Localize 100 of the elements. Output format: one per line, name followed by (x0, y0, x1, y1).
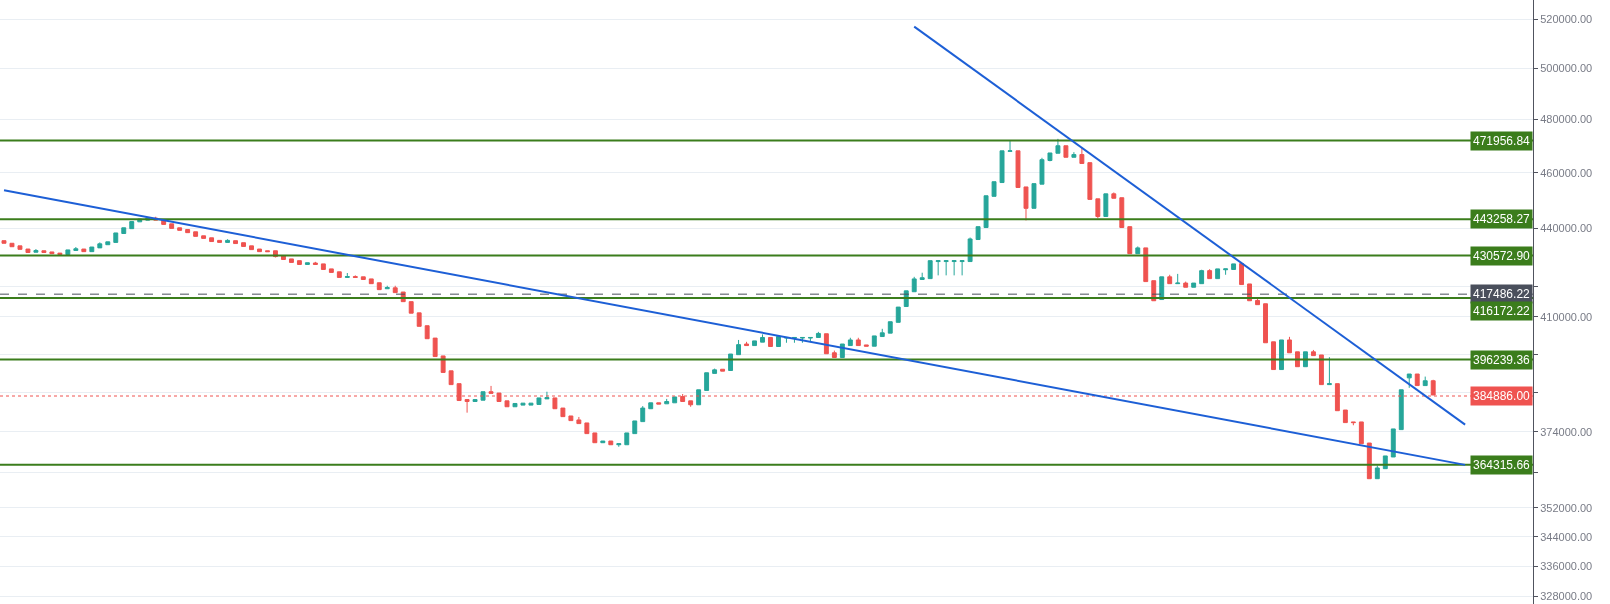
candlestick (352, 274, 358, 278)
candlestick (1255, 296, 1260, 306)
candlestick (201, 235, 207, 239)
candlestick (296, 260, 302, 265)
candlestick (1414, 373, 1420, 387)
candlestick (871, 335, 877, 347)
candlestick (25, 248, 31, 254)
candlestick (863, 344, 869, 347)
candlestick (736, 339, 742, 356)
candlestick (1127, 226, 1133, 255)
candlestick (472, 399, 478, 403)
y-tick-label: 480000.00 (1540, 113, 1593, 126)
candlestick (41, 250, 47, 254)
candlestick (1350, 421, 1356, 426)
candlestick (951, 260, 957, 276)
candlestick (855, 337, 861, 347)
candlestick (320, 263, 326, 270)
ref-line-label: 471956.84 (1473, 134, 1531, 148)
candlestick (241, 242, 246, 247)
candlestick (600, 440, 606, 444)
candlestick (776, 336, 781, 348)
candlestick (1095, 198, 1101, 219)
candlestick (1, 240, 7, 244)
ref-line-label: 416172.22 (1473, 304, 1531, 318)
candlestick (328, 268, 334, 273)
candlestick (1271, 341, 1276, 371)
candlestick (975, 226, 981, 241)
candlestick (336, 271, 342, 278)
candlestick (624, 432, 630, 446)
y-tick-label: 328000.00 (1540, 590, 1593, 603)
candlestick (288, 258, 294, 263)
candlestick (1023, 186, 1029, 221)
candlestick (1279, 339, 1284, 371)
y-tick-label: 344000.00 (1540, 530, 1593, 543)
candlestick (632, 420, 638, 435)
candlestick (464, 399, 470, 414)
candlestick (368, 278, 374, 285)
candlestick (983, 195, 989, 229)
candlestick (672, 396, 678, 404)
candlestick (81, 248, 87, 253)
candlestick (815, 331, 821, 338)
candlestick (1342, 409, 1348, 424)
candlestick (887, 321, 893, 334)
candlestick (217, 239, 223, 243)
candlestick (1007, 139, 1013, 152)
candlestick (17, 245, 23, 250)
y-tick-label: 440000.00 (1540, 222, 1593, 235)
candlestick (927, 260, 933, 280)
candlestick (424, 325, 430, 340)
candlestick (1326, 356, 1332, 386)
candlestick (408, 301, 414, 314)
candlestick (807, 336, 813, 343)
candlestick (560, 407, 566, 418)
ref-line-label: 430572.90 (1473, 249, 1531, 263)
candlestick (935, 260, 941, 276)
candlestick (1079, 147, 1085, 164)
candlestick (105, 241, 111, 246)
candlestick (89, 246, 95, 253)
candlestick (744, 341, 749, 347)
candlestick (1047, 152, 1053, 162)
candlestick (233, 240, 238, 245)
candlestick (847, 337, 853, 347)
candlestick (1318, 354, 1324, 386)
candlestick (1087, 162, 1093, 200)
candlestick (1183, 281, 1189, 288)
candlestick (752, 340, 757, 347)
candlestick (344, 272, 350, 278)
candlestick (895, 306, 901, 323)
candlestick (616, 443, 622, 448)
candlestick (1287, 336, 1292, 354)
candlestick (1135, 245, 1141, 255)
candlestick (1143, 247, 1149, 283)
candlestick (1103, 193, 1109, 217)
candlestick (312, 261, 318, 265)
candlestick (1167, 274, 1173, 285)
candlestick (360, 276, 366, 281)
candlestick (799, 336, 805, 344)
candlestick (113, 232, 119, 243)
ref-line-label: 417486.22 (1473, 287, 1531, 301)
ref-line-label: 396239.36 (1473, 353, 1531, 367)
candlestick (648, 402, 654, 410)
candlestick (991, 181, 997, 197)
candlestick (225, 238, 231, 243)
y-tick-label: 336000.00 (1540, 560, 1593, 572)
candlestick (1159, 276, 1165, 301)
candlestick (1310, 349, 1316, 357)
candlestick (57, 252, 63, 256)
ref-line-label: 364315.66 (1473, 458, 1531, 472)
y-tick-label: 410000.00 (1540, 310, 1593, 323)
candlestick (911, 276, 917, 293)
candlestick (73, 246, 79, 251)
candlestick (967, 237, 973, 263)
candlestick (664, 398, 670, 405)
candlestick (1015, 150, 1021, 188)
candlestick (209, 237, 215, 243)
candlestick (959, 260, 965, 276)
y-tick-label: 352000.00 (1540, 501, 1593, 514)
candlestick (1207, 268, 1213, 280)
candlestick (1119, 197, 1125, 229)
candlestick (1239, 263, 1245, 286)
